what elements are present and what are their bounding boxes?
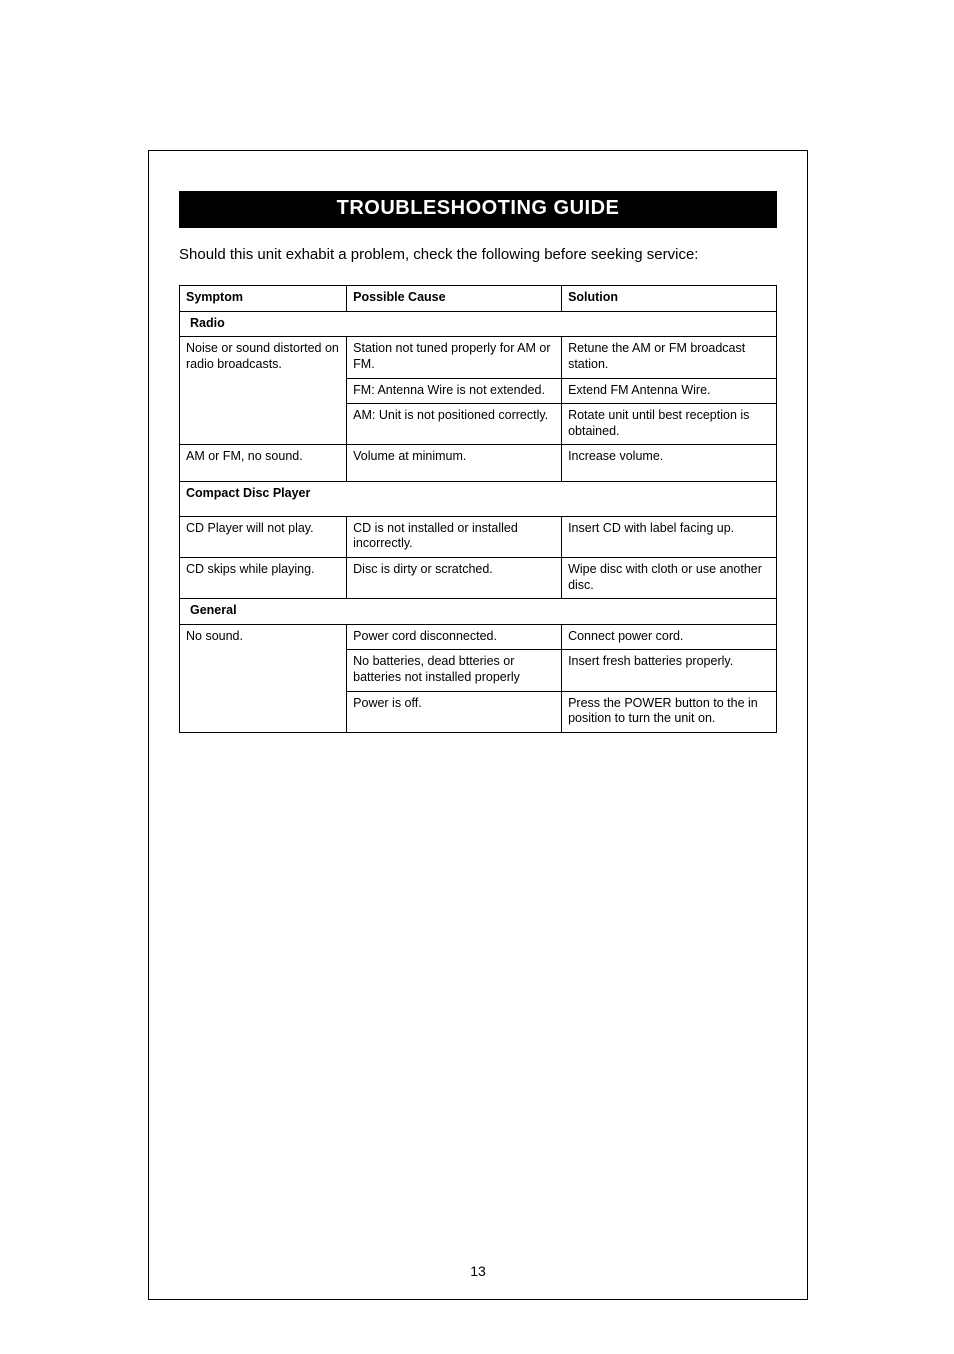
title-bar: TROUBLESHOOTING GUIDE [179, 191, 777, 228]
cell-cause: No batteries, dead btteries or batteries… [347, 650, 562, 691]
cell-cause: AM: Unit is not positioned correctly. [347, 404, 562, 445]
cell-solution: Insert CD with label facing up. [562, 516, 777, 557]
table-row: CD skips while playing. Disc is dirty or… [180, 557, 777, 598]
table-row: No sound. Power cord disconnected. Conne… [180, 624, 777, 650]
cell-solution: Increase volume. [562, 445, 777, 482]
header-cause: Possible Cause [347, 286, 562, 312]
page-title: TROUBLESHOOTING GUIDE [337, 197, 620, 219]
cell-symptom: AM or FM, no sound. [180, 445, 347, 482]
table-row: CD Player will not play. CD is not insta… [180, 516, 777, 557]
header-symptom: Symptom [180, 286, 347, 312]
section-row-radio: Radio [180, 311, 777, 337]
header-solution: Solution [562, 286, 777, 312]
cell-solution: Extend FM Antenna Wire. [562, 378, 777, 404]
cell-solution: Connect power cord. [562, 624, 777, 650]
table-row: AM or FM, no sound. Volume at minimum. I… [180, 445, 777, 482]
cell-cause: Disc is dirty or scratched. [347, 557, 562, 598]
cell-cause: Volume at minimum. [347, 445, 562, 482]
table-row: Noise or sound distorted on radio broadc… [180, 337, 777, 378]
cell-solution: Press the POWER button to the in positio… [562, 691, 777, 732]
cell-symptom: CD Player will not play. [180, 516, 347, 557]
cell-cause: CD is not installed or installed incorre… [347, 516, 562, 557]
section-label-cdp: Compact Disc Player [180, 482, 777, 517]
cell-cause: Station not tuned properly for AM or FM. [347, 337, 562, 378]
cell-symptom: CD skips while playing. [180, 557, 347, 598]
troubleshooting-table: Symptom Possible Cause Solution Radio No… [179, 285, 777, 733]
section-row-general: General [180, 599, 777, 625]
cell-symptom: Noise or sound distorted on radio broadc… [180, 337, 347, 445]
cell-symptom: No sound. [180, 624, 347, 732]
section-row-cdp: Compact Disc Player [180, 482, 777, 517]
cell-solution: Retune the AM or FM broadcast station. [562, 337, 777, 378]
cell-cause: FM: Antenna Wire is not extended. [347, 378, 562, 404]
section-label-general: General [180, 599, 777, 625]
intro-text: Should this unit exhabit a problem, chec… [179, 246, 777, 263]
cell-solution: Wipe disc with cloth or use another disc… [562, 557, 777, 598]
cell-cause: Power is off. [347, 691, 562, 732]
cell-solution: Insert fresh batteries properly. [562, 650, 777, 691]
cell-cause: Power cord disconnected. [347, 624, 562, 650]
cell-solution: Rotate unit until best reception is obta… [562, 404, 777, 445]
section-label-radio: Radio [180, 311, 777, 337]
page-frame: TROUBLESHOOTING GUIDE Should this unit e… [148, 150, 808, 1300]
table-header-row: Symptom Possible Cause Solution [180, 286, 777, 312]
page-number: 13 [149, 1263, 807, 1279]
